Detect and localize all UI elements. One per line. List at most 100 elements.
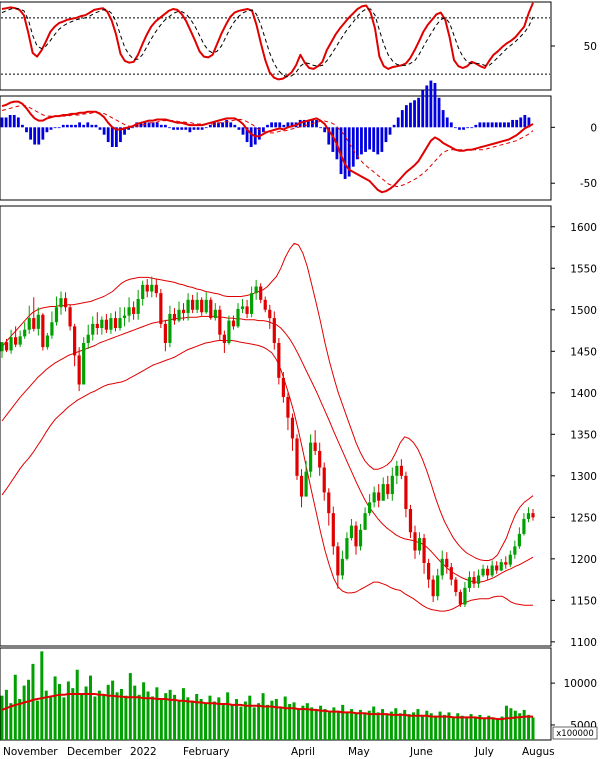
macd-histogram-bar <box>192 127 196 130</box>
volume-bar <box>133 685 137 740</box>
macd-histogram-bar <box>29 127 32 140</box>
candle-up <box>481 568 485 576</box>
macd-histogram-bar <box>364 127 367 152</box>
candle-up <box>27 318 31 330</box>
macd-histogram-bar <box>507 122 510 128</box>
macd-histogram-bar <box>4 117 8 128</box>
candle-up <box>86 334 90 343</box>
macd-histogram-bar <box>400 110 404 128</box>
volume-bar <box>385 714 389 740</box>
volume-bar <box>155 687 159 740</box>
volume-bar <box>248 695 252 740</box>
volume-bar <box>434 715 438 740</box>
candle-down <box>32 318 36 329</box>
macd-histogram-bar <box>114 127 118 147</box>
macd-histogram-bar <box>331 127 335 152</box>
macd-histogram-bar <box>143 122 147 128</box>
candle-down <box>454 579 458 593</box>
volume-bar <box>527 714 531 740</box>
candle-down <box>495 565 499 571</box>
volume-bar <box>239 706 243 740</box>
macd-histogram-bar <box>478 122 482 128</box>
volume-bar <box>261 693 265 740</box>
volume-bar <box>363 714 367 740</box>
macd-histogram-bar <box>57 127 61 129</box>
volume-bar <box>257 703 261 740</box>
bollinger-upper-band <box>1 242 534 561</box>
candle-down <box>41 314 45 348</box>
volume-bar <box>407 714 411 740</box>
candle-up <box>463 587 467 605</box>
volume-bar <box>31 663 35 740</box>
macd-histogram-bar <box>490 122 494 128</box>
candle-up <box>122 315 127 319</box>
macd-histogram-bar <box>437 97 441 128</box>
candle-up <box>304 471 308 497</box>
macd-histogram-bar <box>470 127 474 129</box>
macd-histogram-bar <box>90 124 94 128</box>
volume-bar <box>97 690 101 740</box>
volume-bar <box>319 705 323 740</box>
macd-signal-line <box>1 104 534 188</box>
volume-bar <box>221 704 225 740</box>
candle-down <box>245 306 249 314</box>
macd-histogram-bar <box>274 122 278 128</box>
candle-down <box>191 299 195 310</box>
x-tick-label: Augus <box>522 746 555 758</box>
price-y-tick-label: 1600 <box>570 222 597 234</box>
candle-down <box>113 318 118 329</box>
volume-bar <box>208 695 212 740</box>
macd-histogram-bar <box>221 122 224 128</box>
macd-histogram-bar <box>376 127 380 155</box>
macd-histogram-bar <box>61 124 65 128</box>
volume-bar <box>18 699 22 740</box>
macd-histogram-bar <box>213 122 216 128</box>
macd-histogram-bar <box>343 127 347 179</box>
volume-bar <box>115 692 119 740</box>
candle-up <box>358 529 363 547</box>
volume-bar <box>469 714 473 740</box>
volume-bar <box>159 699 163 740</box>
volume-bar <box>49 696 53 740</box>
macd-histogram-bar <box>123 127 126 135</box>
candle-down <box>386 484 390 495</box>
volume-bar <box>341 704 345 740</box>
oscillator-signal-line <box>1 7 534 78</box>
volume-panel <box>0 651 535 740</box>
macd-histogram-bar <box>384 127 388 143</box>
macd-histogram-bar <box>417 97 421 128</box>
candle-up <box>59 298 63 308</box>
volume-moving-average-line <box>1 693 533 721</box>
candle-up <box>168 313 172 343</box>
volume-bar <box>102 694 106 740</box>
oscillator-panel <box>1 2 550 81</box>
macd-histogram-bar <box>445 117 449 128</box>
price-panel <box>0 242 535 612</box>
macd-histogram-bar <box>527 117 531 128</box>
volume-bar <box>482 718 486 740</box>
candle-down <box>63 298 68 308</box>
volume-bar <box>296 709 300 740</box>
volume-bar <box>443 714 446 740</box>
candle-up <box>440 558 444 576</box>
macd-histogram-bar <box>188 127 192 133</box>
macd-y-tick-label: -50 <box>580 178 597 190</box>
candle-up <box>390 475 394 495</box>
candle-down <box>172 313 177 321</box>
x-tick-label: June <box>409 746 433 758</box>
volume-bar <box>389 711 393 740</box>
candle-up <box>476 575 481 584</box>
candle-down <box>472 577 476 584</box>
macd-histogram-bar <box>98 127 102 130</box>
macd-histogram-bar <box>482 122 486 128</box>
macd-histogram-bar <box>360 127 363 155</box>
macd-histogram-bar <box>127 127 131 130</box>
volume-bar <box>425 710 429 740</box>
macd-histogram-bar <box>404 105 408 128</box>
volume-bar <box>478 714 482 740</box>
volume-bar <box>496 719 500 740</box>
volume-bar <box>177 699 181 740</box>
candle-up <box>9 337 13 351</box>
macd-histogram-bar <box>429 80 433 128</box>
macd-histogram-bar <box>413 100 416 128</box>
